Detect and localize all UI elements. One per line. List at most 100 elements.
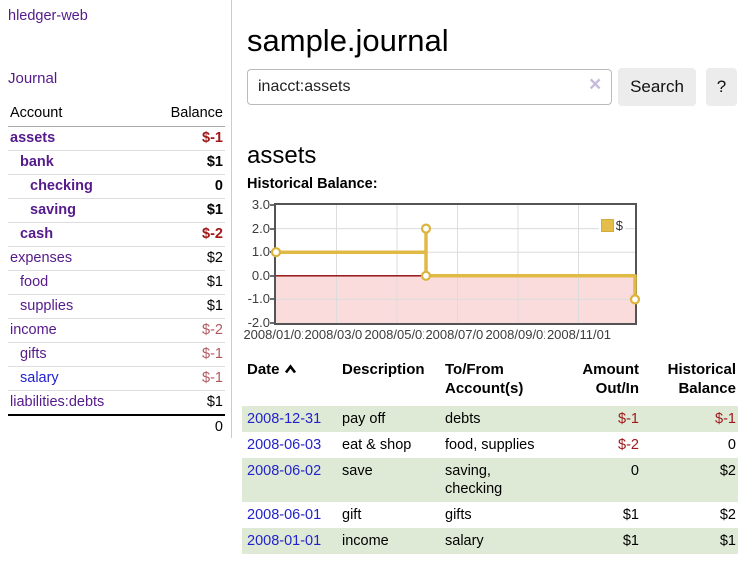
x-axis-tick-label: 2008/09/01 — [484, 327, 552, 342]
transaction-amount: $1 — [622, 533, 639, 549]
y-axis-tick-label: -2.0 — [247, 315, 270, 330]
app-title-link[interactable]: hledger-web — [8, 8, 88, 24]
sort-ascending-icon — [284, 364, 296, 374]
y-axis-tick — [270, 204, 274, 206]
chart-canvas — [270, 205, 641, 323]
account-heading: assets — [247, 141, 317, 169]
y-axis-tick — [270, 322, 274, 324]
transaction-amount: $-1 — [618, 411, 639, 427]
accounts-total-value: 0 — [144, 414, 225, 439]
accounts-total-row: 0 — [8, 414, 225, 439]
account-balance: $-1 — [202, 130, 223, 146]
transaction-accounts: saving, checking — [445, 463, 503, 497]
account-link-checking[interactable]: checking — [30, 178, 93, 194]
account-link-assets[interactable]: assets — [10, 130, 56, 146]
register-header-accounts: To/From Account(s) — [445, 361, 524, 397]
account-row: assets $-1 — [8, 127, 225, 151]
account-balance: $1 — [144, 294, 225, 319]
data-point-markers — [270, 223, 641, 305]
y-axis-tick — [270, 298, 274, 300]
register-table: Date Description To/From Account(s) Amou… — [242, 358, 738, 554]
account-link-food[interactable]: food — [20, 274, 49, 290]
account-row: liabilities:debts $1 — [8, 390, 225, 415]
account-link-income[interactable]: income — [10, 322, 57, 338]
account-balance: $-2 — [144, 318, 225, 343]
accounts-header-balance: Balance — [144, 102, 225, 127]
register-row: 2008-01-01 income salary $1 $1 — [242, 528, 738, 554]
account-link-supplies[interactable]: supplies — [20, 298, 74, 314]
register-header-amount: Amount Out/In — [582, 361, 639, 397]
account-balance: $1 — [144, 270, 225, 295]
account-row: expenses $2 — [8, 246, 225, 271]
account-link-gifts[interactable]: gifts — [20, 346, 47, 362]
sidebar-item-journal[interactable]: Journal — [8, 70, 58, 87]
transaction-description: gift — [342, 507, 362, 523]
transaction-date-link[interactable]: 2008-12-31 — [247, 411, 322, 427]
accounts-header-account: Account — [8, 102, 145, 127]
account-balance: $-1 — [144, 342, 225, 367]
account-row: food $1 — [8, 270, 225, 295]
help-button[interactable]: ? — [706, 68, 737, 106]
account-link-salary[interactable]: salary — [20, 370, 59, 386]
x-axis-tick-label: 2008/01/01 — [242, 327, 310, 342]
register-row: 2008-06-03 eat & shop food, supplies $-2… — [242, 432, 738, 458]
transaction-amount: $-2 — [618, 437, 639, 453]
transaction-balance: $1 — [719, 533, 736, 549]
transaction-amount: 0 — [630, 463, 639, 479]
register-header-date[interactable]: Date — [242, 358, 342, 406]
account-link-expenses[interactable]: expenses — [10, 250, 73, 266]
transaction-description: eat & shop — [342, 437, 412, 453]
y-axis-tick — [270, 228, 274, 230]
transaction-date-link[interactable]: 2008-01-01 — [247, 533, 322, 549]
transaction-date-link[interactable]: 2008-06-02 — [247, 463, 322, 479]
account-balance: 0 — [144, 174, 225, 199]
account-link-cash[interactable]: cash — [20, 226, 54, 242]
register-row: 2008-12-31 pay off debts $-1 $-1 — [242, 406, 738, 432]
search-input[interactable] — [247, 69, 612, 105]
account-row: checking 0 — [8, 174, 225, 199]
transaction-description: pay off — [342, 411, 386, 427]
transaction-amount: $1 — [622, 507, 639, 523]
legend-swatch — [600, 219, 614, 232]
transaction-accounts: food, supplies — [445, 437, 535, 453]
x-axis-tick-label: 2008/03/01 — [303, 327, 371, 342]
chart-legend: $ — [598, 217, 625, 234]
account-link-liabilities-debts[interactable]: liabilities:debts — [10, 394, 105, 410]
register-header-description: Description — [342, 361, 425, 378]
transaction-accounts: debts — [445, 411, 481, 427]
y-axis-tick-label: 2.0 — [251, 221, 270, 236]
chart-title: Historical Balance: — [247, 176, 378, 192]
y-axis-tick-label: 1.0 — [251, 244, 270, 259]
account-row: saving $1 — [8, 198, 225, 223]
account-row: income $-2 — [8, 318, 225, 343]
sidebar: hledger-web Journal Account Balance asse… — [0, 0, 232, 439]
transaction-balance: $2 — [719, 507, 736, 523]
balance-step-line — [276, 226, 637, 300]
y-axis-tick — [270, 275, 274, 277]
transaction-accounts: salary — [445, 533, 484, 549]
accounts-table: Account Balance assets $-1 bank $1 checkin… — [8, 102, 225, 439]
account-row: bank $1 — [8, 150, 225, 175]
account-row: salary $-1 — [8, 366, 225, 391]
x-axis-tick-label: 2008/07/01 — [424, 327, 492, 342]
account-link-saving[interactable]: saving — [30, 202, 76, 218]
account-balance: $-1 — [144, 366, 225, 391]
y-axis-tick-label: -1.0 — [247, 291, 270, 306]
account-balance: $1 — [144, 390, 225, 415]
transaction-balance: $2 — [719, 463, 736, 479]
search-button[interactable]: Search — [618, 68, 696, 106]
page-title: sample.journal — [247, 22, 449, 58]
account-link-bank[interactable]: bank — [20, 154, 54, 170]
legend-label: $ — [615, 218, 623, 233]
register-header-balance: Historical Balance — [667, 361, 736, 397]
clear-search-icon[interactable]: × — [589, 73, 602, 96]
register-row: 2008-06-01 gift gifts $1 $2 — [242, 502, 738, 528]
account-balance: $2 — [144, 246, 225, 271]
transaction-date-link[interactable]: 2008-06-01 — [247, 507, 322, 523]
transaction-description: save — [342, 463, 373, 479]
x-axis-tick-label: 2008/05/01 — [363, 327, 431, 342]
transaction-balance: 0 — [727, 437, 736, 453]
x-axis-tick-label: 2008/11/01 — [545, 327, 613, 342]
account-balance: $-2 — [144, 222, 225, 247]
transaction-date-link[interactable]: 2008-06-03 — [247, 437, 322, 453]
